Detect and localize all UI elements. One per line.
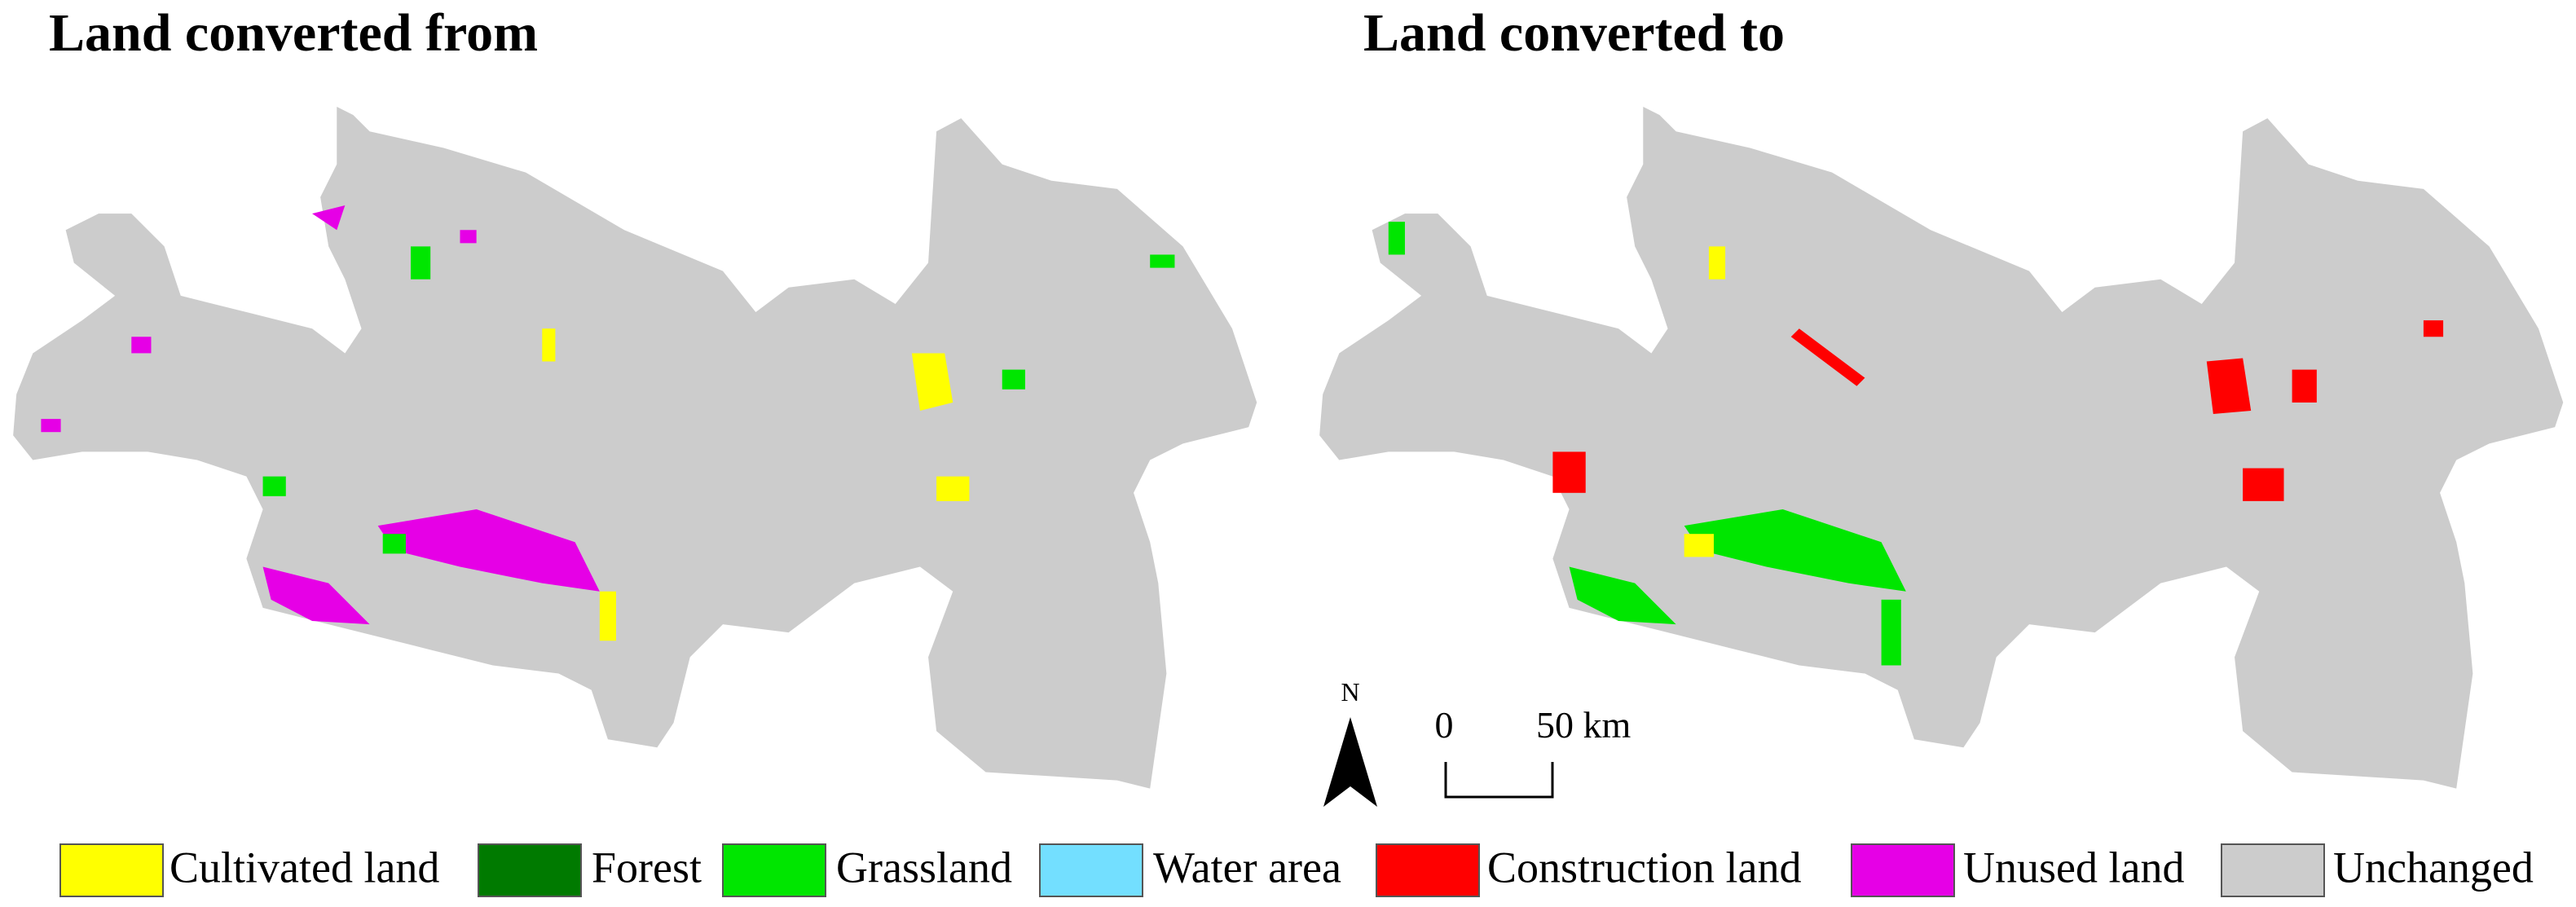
patches bbox=[262, 246, 1175, 554]
legend-swatch bbox=[722, 843, 826, 897]
north-label: N bbox=[1341, 677, 1359, 707]
patches bbox=[1388, 222, 1906, 666]
panel-title: Land converted to bbox=[1363, 3, 1785, 63]
scale-bar bbox=[1444, 762, 1554, 799]
region-shape bbox=[1319, 107, 2564, 789]
legend-swatch bbox=[59, 843, 164, 897]
region-shape bbox=[13, 107, 1257, 789]
patches bbox=[1552, 320, 2444, 501]
legend-swatch bbox=[1376, 843, 1480, 897]
legend-label: Forest bbox=[592, 843, 702, 892]
north-arrow bbox=[1323, 717, 1377, 807]
legend-label: Unchanged bbox=[2333, 843, 2534, 892]
scale-label: 0 bbox=[1435, 704, 1454, 746]
legend-label: Unused land bbox=[1963, 843, 2184, 892]
map-to bbox=[1319, 107, 2564, 789]
legend-swatch bbox=[1039, 843, 1143, 897]
legend-swatch bbox=[478, 843, 582, 897]
legend-label: Water area bbox=[1153, 843, 1341, 892]
legend: Cultivated land Forest Grassland Water area… bbox=[59, 843, 2534, 897]
legend-label: Construction land bbox=[1487, 843, 1801, 892]
patches bbox=[1684, 246, 1726, 557]
panel-title: Land converted from bbox=[49, 3, 538, 63]
legend-swatch bbox=[1851, 843, 1955, 897]
legend-label: Grassland bbox=[836, 843, 1012, 892]
patches bbox=[41, 205, 600, 625]
patches bbox=[542, 328, 970, 641]
map-from bbox=[13, 107, 1257, 789]
scale-label: 50 km bbox=[1536, 704, 1631, 746]
legend-swatch bbox=[2221, 843, 2325, 897]
legend-label: Cultivated land bbox=[170, 843, 439, 892]
